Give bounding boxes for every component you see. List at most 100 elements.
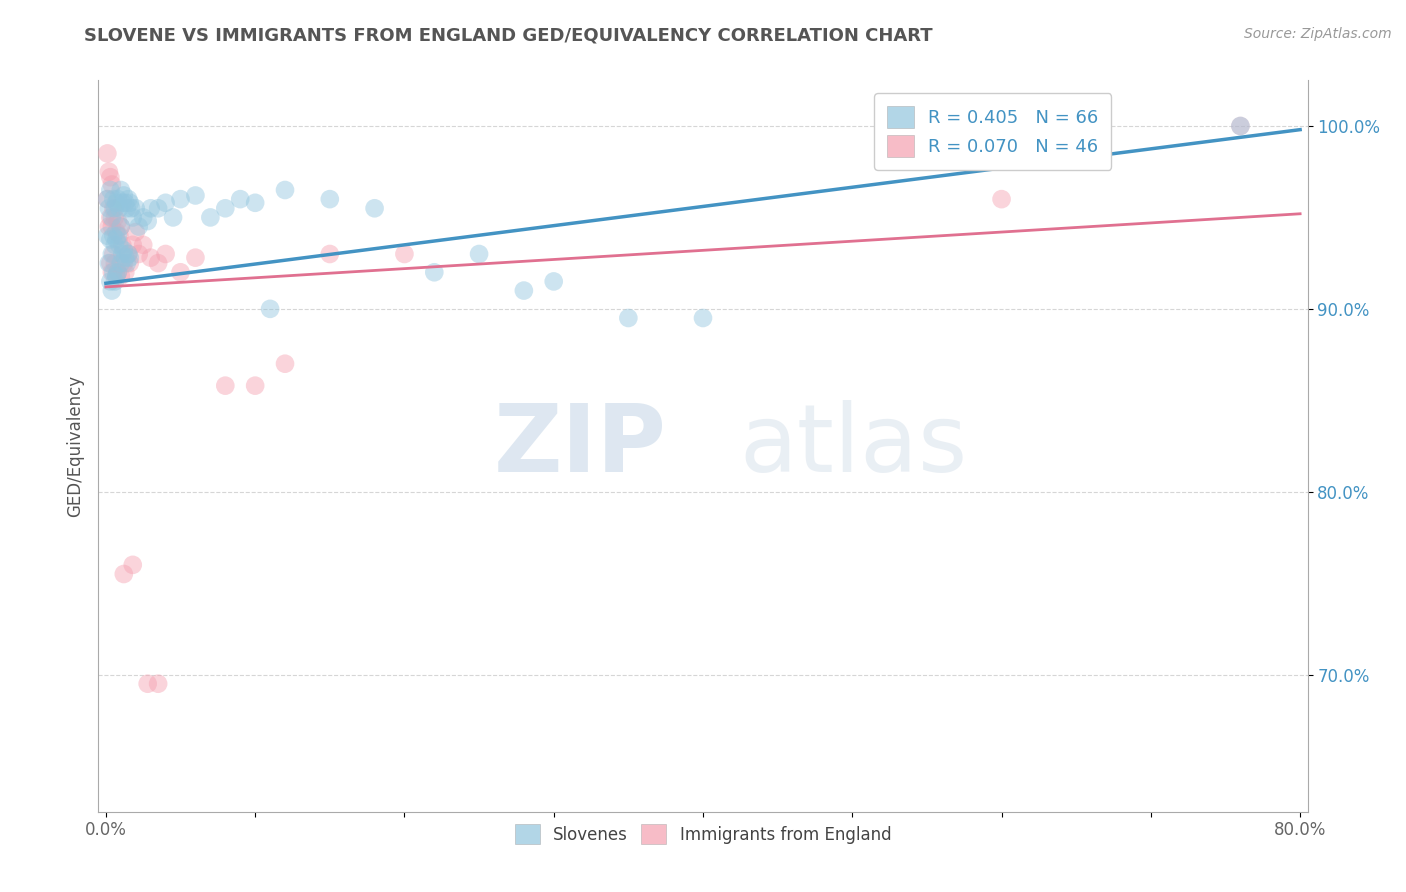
Point: [319, 192, 342, 206]
Point: [104, 211, 127, 225]
Point: [112, 567, 135, 582]
Point: [101, 247, 124, 261]
Point: [229, 192, 252, 206]
Point: [103, 201, 125, 215]
Point: [146, 677, 169, 691]
Point: [112, 256, 135, 270]
Point: [112, 244, 135, 258]
Point: [169, 192, 191, 206]
Point: [1229, 119, 1251, 133]
Point: [110, 183, 132, 197]
Point: [128, 247, 150, 261]
Point: [114, 195, 136, 210]
Point: [118, 195, 141, 210]
Point: [259, 301, 281, 316]
Point: [103, 247, 125, 261]
Point: [162, 211, 184, 225]
Point: [363, 201, 385, 215]
Point: [118, 256, 141, 270]
Point: [98, 170, 121, 185]
Point: [96, 146, 118, 161]
Point: [136, 214, 159, 228]
Point: [125, 201, 148, 215]
Point: [104, 201, 127, 215]
Point: [98, 256, 121, 270]
Point: [121, 211, 143, 225]
Point: [117, 247, 139, 261]
Point: [115, 256, 138, 270]
Point: [108, 201, 131, 215]
Point: [274, 183, 297, 197]
Point: [101, 178, 124, 192]
Point: [111, 237, 134, 252]
Point: [692, 310, 714, 325]
Point: [105, 268, 128, 283]
Point: [105, 268, 128, 283]
Y-axis label: GED/Equivalency: GED/Equivalency: [66, 375, 84, 517]
Point: [107, 228, 129, 243]
Point: [121, 237, 143, 252]
Point: [110, 219, 132, 234]
Point: [114, 251, 136, 265]
Point: [200, 211, 222, 225]
Point: [111, 247, 134, 261]
Point: [108, 237, 131, 252]
Point: [105, 232, 128, 246]
Point: [107, 265, 129, 279]
Point: [214, 201, 236, 215]
Legend: Slovenes, Immigrants from England: Slovenes, Immigrants from England: [508, 817, 898, 851]
Point: [146, 256, 169, 270]
Point: [111, 195, 134, 210]
Text: Source: ZipAtlas.com: Source: ZipAtlas.com: [1244, 27, 1392, 41]
Point: [103, 265, 125, 279]
Point: [1229, 119, 1251, 133]
Text: atlas: atlas: [740, 400, 967, 492]
Point: [155, 247, 177, 261]
Point: [98, 183, 121, 197]
Point: [136, 677, 159, 691]
Point: [617, 310, 640, 325]
Point: [104, 256, 127, 270]
Point: [184, 251, 207, 265]
Point: [96, 228, 118, 243]
Point: [214, 378, 236, 392]
Text: SLOVENE VS IMMIGRANTS FROM ENGLAND GED/EQUIVALENCY CORRELATION CHART: SLOVENE VS IMMIGRANTS FROM ENGLAND GED/E…: [84, 27, 934, 45]
Point: [105, 225, 128, 239]
Point: [132, 211, 155, 225]
Point: [108, 228, 131, 243]
Point: [96, 192, 118, 206]
Point: [125, 225, 148, 239]
Point: [107, 214, 129, 228]
Point: [101, 211, 124, 225]
Point: [274, 357, 297, 371]
Point: [132, 237, 155, 252]
Point: [104, 237, 127, 252]
Point: [101, 265, 124, 279]
Point: [97, 256, 120, 270]
Point: [114, 265, 136, 279]
Point: [118, 251, 141, 265]
Point: [543, 274, 565, 288]
Point: [990, 192, 1012, 206]
Point: [319, 247, 342, 261]
Point: [121, 558, 143, 572]
Point: [394, 247, 416, 261]
Point: [468, 247, 491, 261]
Point: [155, 195, 177, 210]
Point: [117, 247, 139, 261]
Point: [98, 232, 121, 246]
Point: [243, 378, 266, 392]
Point: [107, 265, 129, 279]
Point: [513, 284, 536, 298]
Point: [96, 192, 118, 206]
Point: [139, 251, 162, 265]
Point: [243, 195, 266, 210]
Point: [97, 201, 120, 215]
Point: [110, 256, 132, 270]
Point: [103, 228, 125, 243]
Point: [120, 201, 142, 215]
Point: [104, 274, 127, 288]
Point: [103, 192, 125, 206]
Point: [423, 265, 446, 279]
Point: [169, 265, 191, 279]
